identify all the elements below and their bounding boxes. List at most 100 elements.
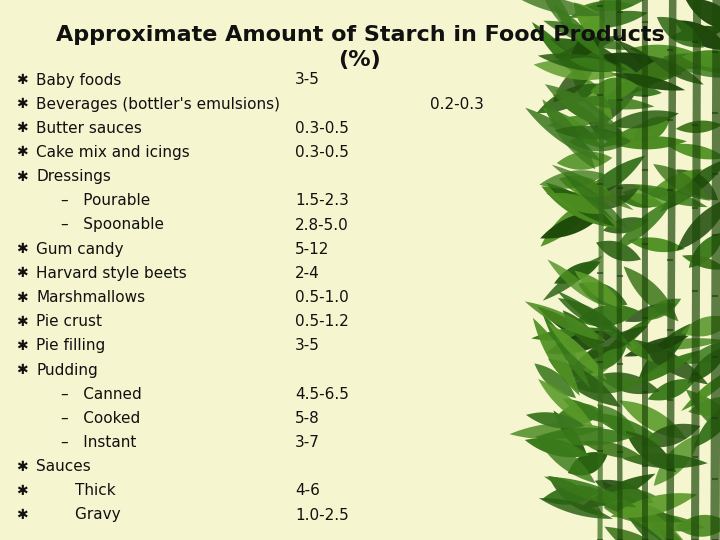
Polygon shape	[569, 131, 631, 151]
Polygon shape	[611, 73, 685, 91]
Text: Pie crust: Pie crust	[36, 314, 102, 329]
Polygon shape	[590, 78, 638, 99]
Polygon shape	[569, 0, 654, 18]
Polygon shape	[629, 45, 703, 61]
Text: ✱: ✱	[16, 291, 28, 305]
Polygon shape	[603, 217, 649, 233]
Polygon shape	[543, 107, 602, 148]
Text: ✱: ✱	[16, 73, 28, 87]
Polygon shape	[616, 85, 662, 97]
Polygon shape	[597, 502, 684, 522]
Polygon shape	[597, 373, 660, 394]
Text: Pie filling: Pie filling	[36, 339, 105, 353]
Polygon shape	[580, 1, 634, 11]
Text: 0.5-1.0: 0.5-1.0	[295, 290, 348, 305]
Polygon shape	[688, 346, 720, 383]
Polygon shape	[654, 434, 701, 486]
Polygon shape	[682, 255, 720, 269]
Polygon shape	[575, 271, 624, 308]
Polygon shape	[618, 193, 663, 208]
Text: ✱: ✱	[16, 122, 28, 136]
Polygon shape	[681, 364, 720, 411]
Polygon shape	[548, 359, 621, 407]
Polygon shape	[570, 26, 606, 61]
Polygon shape	[563, 399, 608, 422]
Polygon shape	[564, 174, 629, 229]
Polygon shape	[546, 183, 615, 227]
Polygon shape	[552, 165, 634, 210]
Polygon shape	[613, 136, 687, 150]
Polygon shape	[568, 452, 608, 475]
Polygon shape	[625, 55, 703, 84]
Text: Cake mix and icings: Cake mix and icings	[36, 145, 190, 160]
Polygon shape	[510, 423, 605, 439]
Polygon shape	[603, 502, 670, 522]
Text: 1.5-2.3: 1.5-2.3	[295, 193, 349, 208]
Polygon shape	[553, 60, 597, 102]
Polygon shape	[532, 22, 590, 85]
Polygon shape	[639, 323, 690, 379]
Polygon shape	[611, 493, 697, 518]
Polygon shape	[543, 255, 603, 301]
Polygon shape	[675, 21, 720, 50]
Text: 0.3-0.5: 0.3-0.5	[295, 145, 349, 160]
Polygon shape	[554, 36, 621, 58]
Polygon shape	[667, 144, 720, 159]
Text: 2-4: 2-4	[295, 266, 320, 281]
Polygon shape	[653, 164, 711, 201]
Polygon shape	[631, 508, 692, 540]
Polygon shape	[606, 66, 675, 98]
Text: ✱: ✱	[16, 484, 28, 498]
Polygon shape	[582, 441, 643, 458]
Polygon shape	[588, 319, 647, 374]
Text: 4.5-6.5: 4.5-6.5	[295, 387, 349, 402]
Text: 0.3-0.5: 0.3-0.5	[295, 121, 349, 136]
Polygon shape	[533, 318, 580, 396]
Text: 0.5-1.2: 0.5-1.2	[295, 314, 348, 329]
Polygon shape	[550, 38, 611, 60]
Polygon shape	[538, 53, 627, 72]
Text: Approximate Amount of Starch in Food Products: Approximate Amount of Starch in Food Pro…	[55, 25, 665, 45]
Polygon shape	[675, 515, 720, 537]
Text: ✱: ✱	[16, 242, 28, 256]
Polygon shape	[596, 241, 641, 261]
Polygon shape	[574, 3, 608, 40]
Polygon shape	[600, 119, 665, 148]
Polygon shape	[670, 26, 720, 41]
Text: ✱: ✱	[16, 460, 28, 474]
Text: 3-5: 3-5	[295, 72, 320, 87]
Polygon shape	[683, 338, 720, 364]
Polygon shape	[597, 404, 639, 440]
Polygon shape	[678, 51, 720, 73]
Polygon shape	[677, 198, 720, 251]
Polygon shape	[546, 331, 617, 354]
Text: –   Pourable: – Pourable	[61, 193, 150, 208]
Text: Beverages (bottler's emulsions): Beverages (bottler's emulsions)	[36, 97, 280, 112]
Polygon shape	[573, 38, 631, 75]
Polygon shape	[594, 314, 656, 369]
Text: 5-12: 5-12	[295, 242, 329, 256]
Polygon shape	[640, 299, 681, 320]
Text: Butter sauces: Butter sauces	[36, 121, 142, 136]
Polygon shape	[629, 184, 708, 207]
Polygon shape	[563, 310, 602, 353]
Text: Marshmallows: Marshmallows	[36, 290, 145, 305]
Polygon shape	[663, 53, 720, 78]
Polygon shape	[600, 52, 682, 77]
Polygon shape	[623, 187, 682, 207]
Polygon shape	[559, 176, 611, 197]
Polygon shape	[675, 120, 720, 133]
Polygon shape	[600, 480, 666, 540]
Text: Pudding: Pudding	[36, 362, 98, 377]
Polygon shape	[588, 184, 640, 210]
Polygon shape	[547, 116, 599, 129]
Polygon shape	[592, 348, 626, 370]
Text: (%): (%)	[338, 50, 382, 70]
Polygon shape	[546, 191, 607, 209]
Text: 2.8-5.0: 2.8-5.0	[295, 218, 348, 233]
Polygon shape	[604, 526, 683, 540]
Text: –   Spoonable: – Spoonable	[61, 218, 164, 233]
Polygon shape	[624, 336, 689, 356]
Polygon shape	[688, 397, 720, 416]
Polygon shape	[542, 99, 595, 170]
